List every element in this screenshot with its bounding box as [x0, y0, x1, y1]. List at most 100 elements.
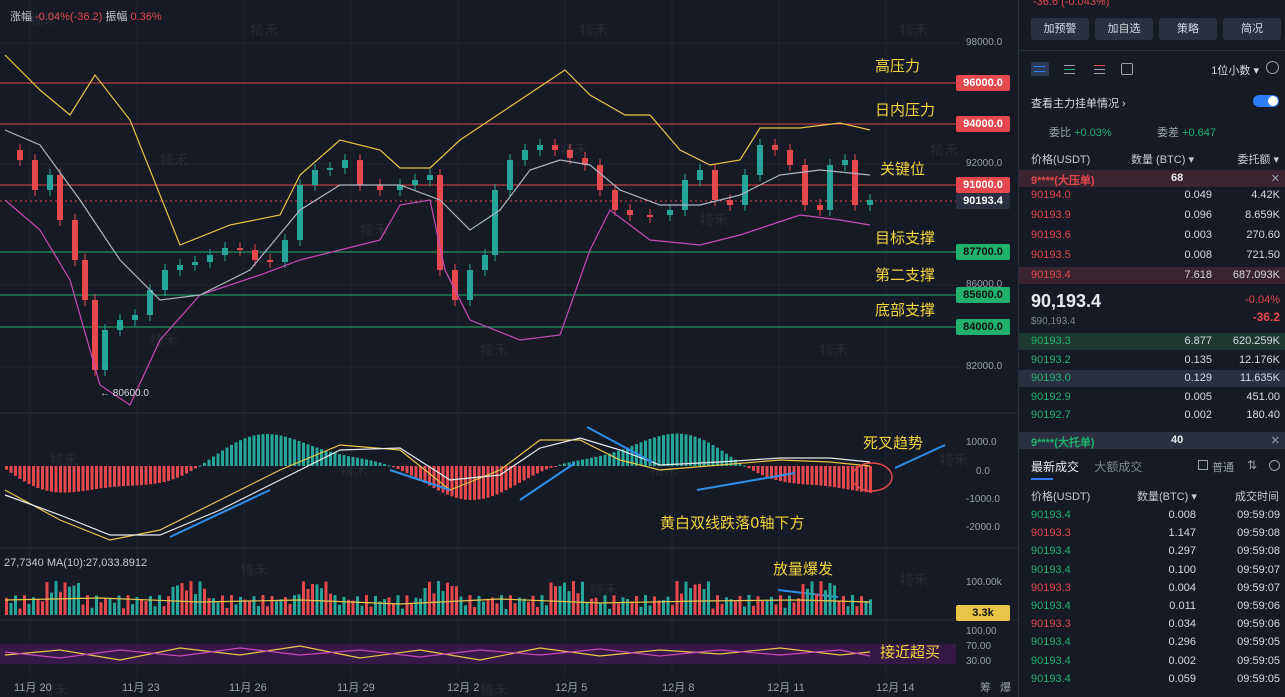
- watermark: 犄禾: [50, 452, 78, 468]
- close-icon[interactable]: ✕: [1270, 435, 1280, 447]
- macd-bar: [657, 436, 661, 466]
- row-qty: 0.008: [1168, 509, 1196, 521]
- filter-icon[interactable]: ⇅: [1247, 458, 1258, 472]
- price-tag-high-pressure: 96000.0: [956, 75, 1010, 91]
- trade-row[interactable]: 90193.4 0.011 09:59:06: [1019, 598, 1285, 615]
- macd-bar: [297, 441, 301, 466]
- volume-bar: [387, 597, 391, 615]
- volume-bar: [738, 596, 742, 615]
- macd-bar: [441, 466, 445, 493]
- candle-body: [57, 175, 63, 220]
- both-sides-view-icon[interactable]: [1031, 62, 1049, 76]
- trade-row[interactable]: 90193.4 0.100 09:59:07: [1019, 562, 1285, 579]
- bid-row[interactable]: 90193.0 0.129 11.635K: [1019, 370, 1285, 387]
- volume-bar: [635, 595, 638, 615]
- main-orders-toggle[interactable]: [1253, 95, 1279, 107]
- bid-row[interactable]: 90192.7 0.002 180.40: [1019, 407, 1285, 424]
- trade-col-qty[interactable]: 数量(BTC) ▾: [1137, 491, 1197, 503]
- ask-row[interactable]: 90193.4 7.618 687.093K: [1019, 267, 1285, 284]
- volume-bar: [594, 597, 598, 615]
- col-header-price: 价格(USDT): [1031, 154, 1091, 166]
- ask-row[interactable]: 90193.6 0.003 270.60: [1019, 227, 1285, 244]
- overview-button[interactable]: 简况: [1223, 18, 1281, 40]
- macd-tick: 0.0: [976, 466, 990, 477]
- trade-row[interactable]: 90193.3 0.034 09:59:06: [1019, 616, 1285, 633]
- row-qty: 0.096: [1184, 209, 1212, 221]
- macd-bar: [405, 466, 409, 474]
- col-header-total[interactable]: 委托额 ▾: [1237, 154, 1279, 166]
- ask-row[interactable]: 90193.9 0.096 8.659K: [1019, 207, 1285, 224]
- row-qty: 0.034: [1168, 618, 1196, 631]
- depth-view-icon[interactable]: [1121, 63, 1133, 75]
- volume-bar: [36, 599, 40, 615]
- macd-bar: [513, 466, 517, 486]
- volume-bar: [477, 595, 481, 615]
- macd-bar: [797, 466, 800, 484]
- row-price: 90192.7: [1031, 409, 1071, 421]
- settings-icon[interactable]: [1269, 460, 1280, 471]
- corner-label[interactable]: 爆: [1000, 682, 1011, 694]
- macd-bar: [482, 466, 485, 499]
- corner-label[interactable]: 筹: [980, 682, 991, 694]
- trade-row[interactable]: 90193.3 0.004 09:59:07: [1019, 580, 1285, 597]
- view-main-orders-link[interactable]: 查看主力挂单情况 ›: [1031, 98, 1126, 110]
- big-bid-row[interactable]: 9****(大托单) 40 ✕: [1019, 432, 1285, 449]
- bids-view-icon[interactable]: [1061, 62, 1079, 76]
- volume-bar: [59, 591, 62, 615]
- kline-chart[interactable]: 涨幅 -0.04%(-36.2) 振幅 0.36% 27,7340 MA(10)…: [0, 0, 1018, 697]
- macd-bar: [185, 466, 188, 474]
- macd-bar: [68, 466, 71, 493]
- volume-bar: [509, 595, 512, 615]
- strategy-button[interactable]: 策略: [1159, 18, 1217, 40]
- macd-bar: [585, 458, 589, 466]
- normal-checkbox[interactable]: [1198, 460, 1208, 470]
- rsi-tick: 100.00: [966, 626, 997, 637]
- volume-bar: [626, 598, 629, 615]
- ask-row[interactable]: 90194.0 0.049 4.42K: [1019, 187, 1285, 204]
- candle-body: [267, 260, 273, 262]
- price-tick: 82000.0: [966, 361, 1003, 372]
- candle-body: [297, 185, 303, 240]
- macd-bar: [828, 466, 832, 487]
- trade-row[interactable]: 90193.4 0.296 09:59:05: [1019, 634, 1285, 651]
- col-header-qty[interactable]: 数量 (BTC) ▾: [1131, 154, 1194, 166]
- ask-row[interactable]: 90193.5 0.008 721.50: [1019, 247, 1285, 264]
- trade-row[interactable]: 90193.4 0.002 09:59:05: [1019, 653, 1285, 670]
- trade-col-time: 成交时间: [1235, 491, 1279, 503]
- macd-bar: [684, 434, 688, 466]
- volume-bar: [360, 605, 364, 615]
- macd-bar: [306, 444, 310, 466]
- macd-bar: [464, 466, 467, 500]
- macd-bar: [113, 466, 116, 487]
- trade-row[interactable]: 90193.3 1.147 09:59:08: [1019, 525, 1285, 542]
- macd-bar: [171, 466, 175, 480]
- chart-canvas[interactable]: [0, 0, 1018, 697]
- row-value: 09:59:06: [1237, 618, 1280, 631]
- watermark: 犄禾: [250, 22, 278, 38]
- bid-row[interactable]: 90193.3 6.877 620.259K: [1019, 333, 1285, 350]
- gear-icon[interactable]: [1266, 61, 1279, 74]
- add-alert-button[interactable]: 加预警: [1031, 18, 1089, 40]
- candle-body: [147, 290, 153, 315]
- trade-row[interactable]: 90193.4 0.008 09:59:09: [1019, 507, 1285, 524]
- asks-view-icon[interactable]: [1091, 62, 1109, 76]
- big-ask-row[interactable]: 9****(大压单) 68 ✕: [1019, 170, 1285, 187]
- close-icon[interactable]: ✕: [1270, 173, 1280, 185]
- candle-body: [397, 185, 403, 190]
- precision-select[interactable]: 1位小数 ▾: [1211, 65, 1259, 77]
- volume-bar: [783, 607, 787, 615]
- trade-row[interactable]: 90193.4 0.059 09:59:05: [1019, 671, 1285, 688]
- tab-large-trades[interactable]: 大额成交: [1094, 460, 1143, 474]
- bid-row[interactable]: 90192.9 0.005 451.00: [1019, 389, 1285, 406]
- tab-latest-trades[interactable]: 最新成交: [1031, 460, 1080, 474]
- candle-body: [552, 145, 558, 150]
- macd-bar: [383, 463, 386, 466]
- add-watchlist-button[interactable]: 加自选: [1095, 18, 1153, 40]
- trade-row[interactable]: 90193.4 0.297 09:59:08: [1019, 543, 1285, 560]
- volume-bar: [860, 596, 863, 615]
- price-tick: 98000.0: [966, 37, 1003, 48]
- macd-bar: [459, 466, 463, 499]
- bid-row[interactable]: 90193.2 0.135 12.176K: [1019, 352, 1285, 369]
- candle-body: [207, 255, 213, 262]
- volume-bar: [581, 581, 584, 615]
